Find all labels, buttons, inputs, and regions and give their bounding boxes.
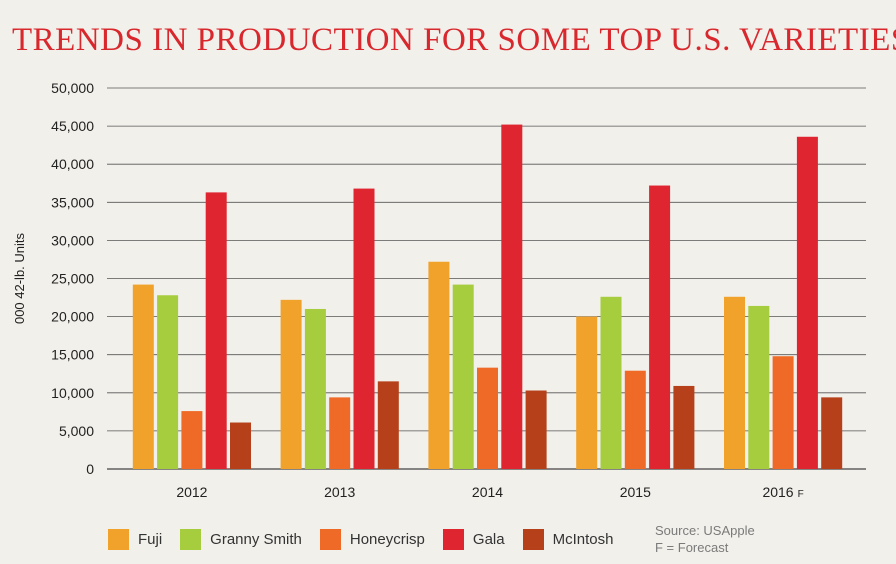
bar (673, 385, 695, 469)
bar (452, 284, 474, 469)
forecast-note: F = Forecast (655, 540, 729, 555)
y-tick-label: 40,000 (51, 156, 94, 172)
bar (428, 261, 450, 469)
chart-title: TRENDS IN PRODUCTION FOR SOME TOP U.S. V… (12, 22, 896, 58)
bar (205, 192, 227, 470)
legend-label: Granny Smith (210, 531, 302, 548)
x-tick-label: 2015 (620, 484, 651, 500)
legend-label: Honeycrisp (349, 531, 425, 548)
legend-item-mcintosh: McIntosh (522, 529, 614, 550)
bar (477, 367, 498, 469)
x-tick-label: 2013 (324, 484, 355, 500)
bar (501, 124, 523, 470)
legend-item-gala: Gala (442, 529, 505, 550)
legend-swatch (180, 529, 202, 550)
bar (796, 136, 818, 469)
legend-item-fuji: Fuji (108, 529, 162, 550)
forecast-marker: F (798, 489, 804, 500)
legend-swatch (522, 529, 544, 550)
bar (624, 370, 646, 469)
y-tick-label: 25,000 (51, 271, 94, 287)
bar (132, 284, 154, 469)
y-tick-label: 45,000 (51, 118, 94, 134)
legend-swatch (108, 529, 129, 550)
legend-label: McIntosh (552, 531, 614, 548)
bar (576, 316, 598, 469)
y-tick-label: 20,000 (51, 309, 94, 325)
y-tick-label: 50,000 (51, 80, 94, 96)
y-tick-label: 5,000 (59, 423, 94, 439)
bar (600, 296, 622, 469)
bar (304, 308, 326, 469)
bar (748, 305, 770, 469)
bar (230, 422, 251, 469)
legend-swatch (442, 529, 464, 550)
legend: Fuji Granny Smith Honeycrisp Gala McInto… (108, 529, 631, 550)
y-tick-label: 30,000 (51, 232, 94, 248)
y-axis-label: 000 42-lb. Units (12, 232, 27, 324)
bar (525, 390, 547, 469)
legend-label: Gala (472, 531, 505, 548)
bar (649, 185, 671, 469)
bar (157, 295, 179, 469)
bar (353, 188, 375, 470)
legend-item-granny-smith: Granny Smith (180, 529, 302, 550)
y-tick-label: 10,000 (51, 385, 94, 401)
x-tick-label: 2014 (472, 484, 503, 500)
source-note: Source: USApple F = Forecast (655, 522, 755, 556)
y-tick-label: 0 (86, 461, 94, 477)
legend-item-honeycrisp: Honeycrisp (319, 529, 425, 550)
y-tick-label: 35,000 (51, 194, 94, 210)
bar (377, 381, 399, 469)
y-tick-label: 15,000 (51, 347, 94, 363)
x-tick-label: 2016 F (762, 484, 803, 500)
bar (821, 397, 843, 469)
bar (772, 356, 794, 469)
bar (329, 397, 351, 469)
bar (280, 299, 302, 469)
legend-label: Fuji (138, 531, 163, 548)
legend-swatch (319, 529, 341, 550)
x-tick-label: 2012 (176, 484, 207, 500)
bar (181, 411, 203, 469)
source-text: Source: USApple (655, 523, 755, 538)
bar (724, 296, 745, 469)
